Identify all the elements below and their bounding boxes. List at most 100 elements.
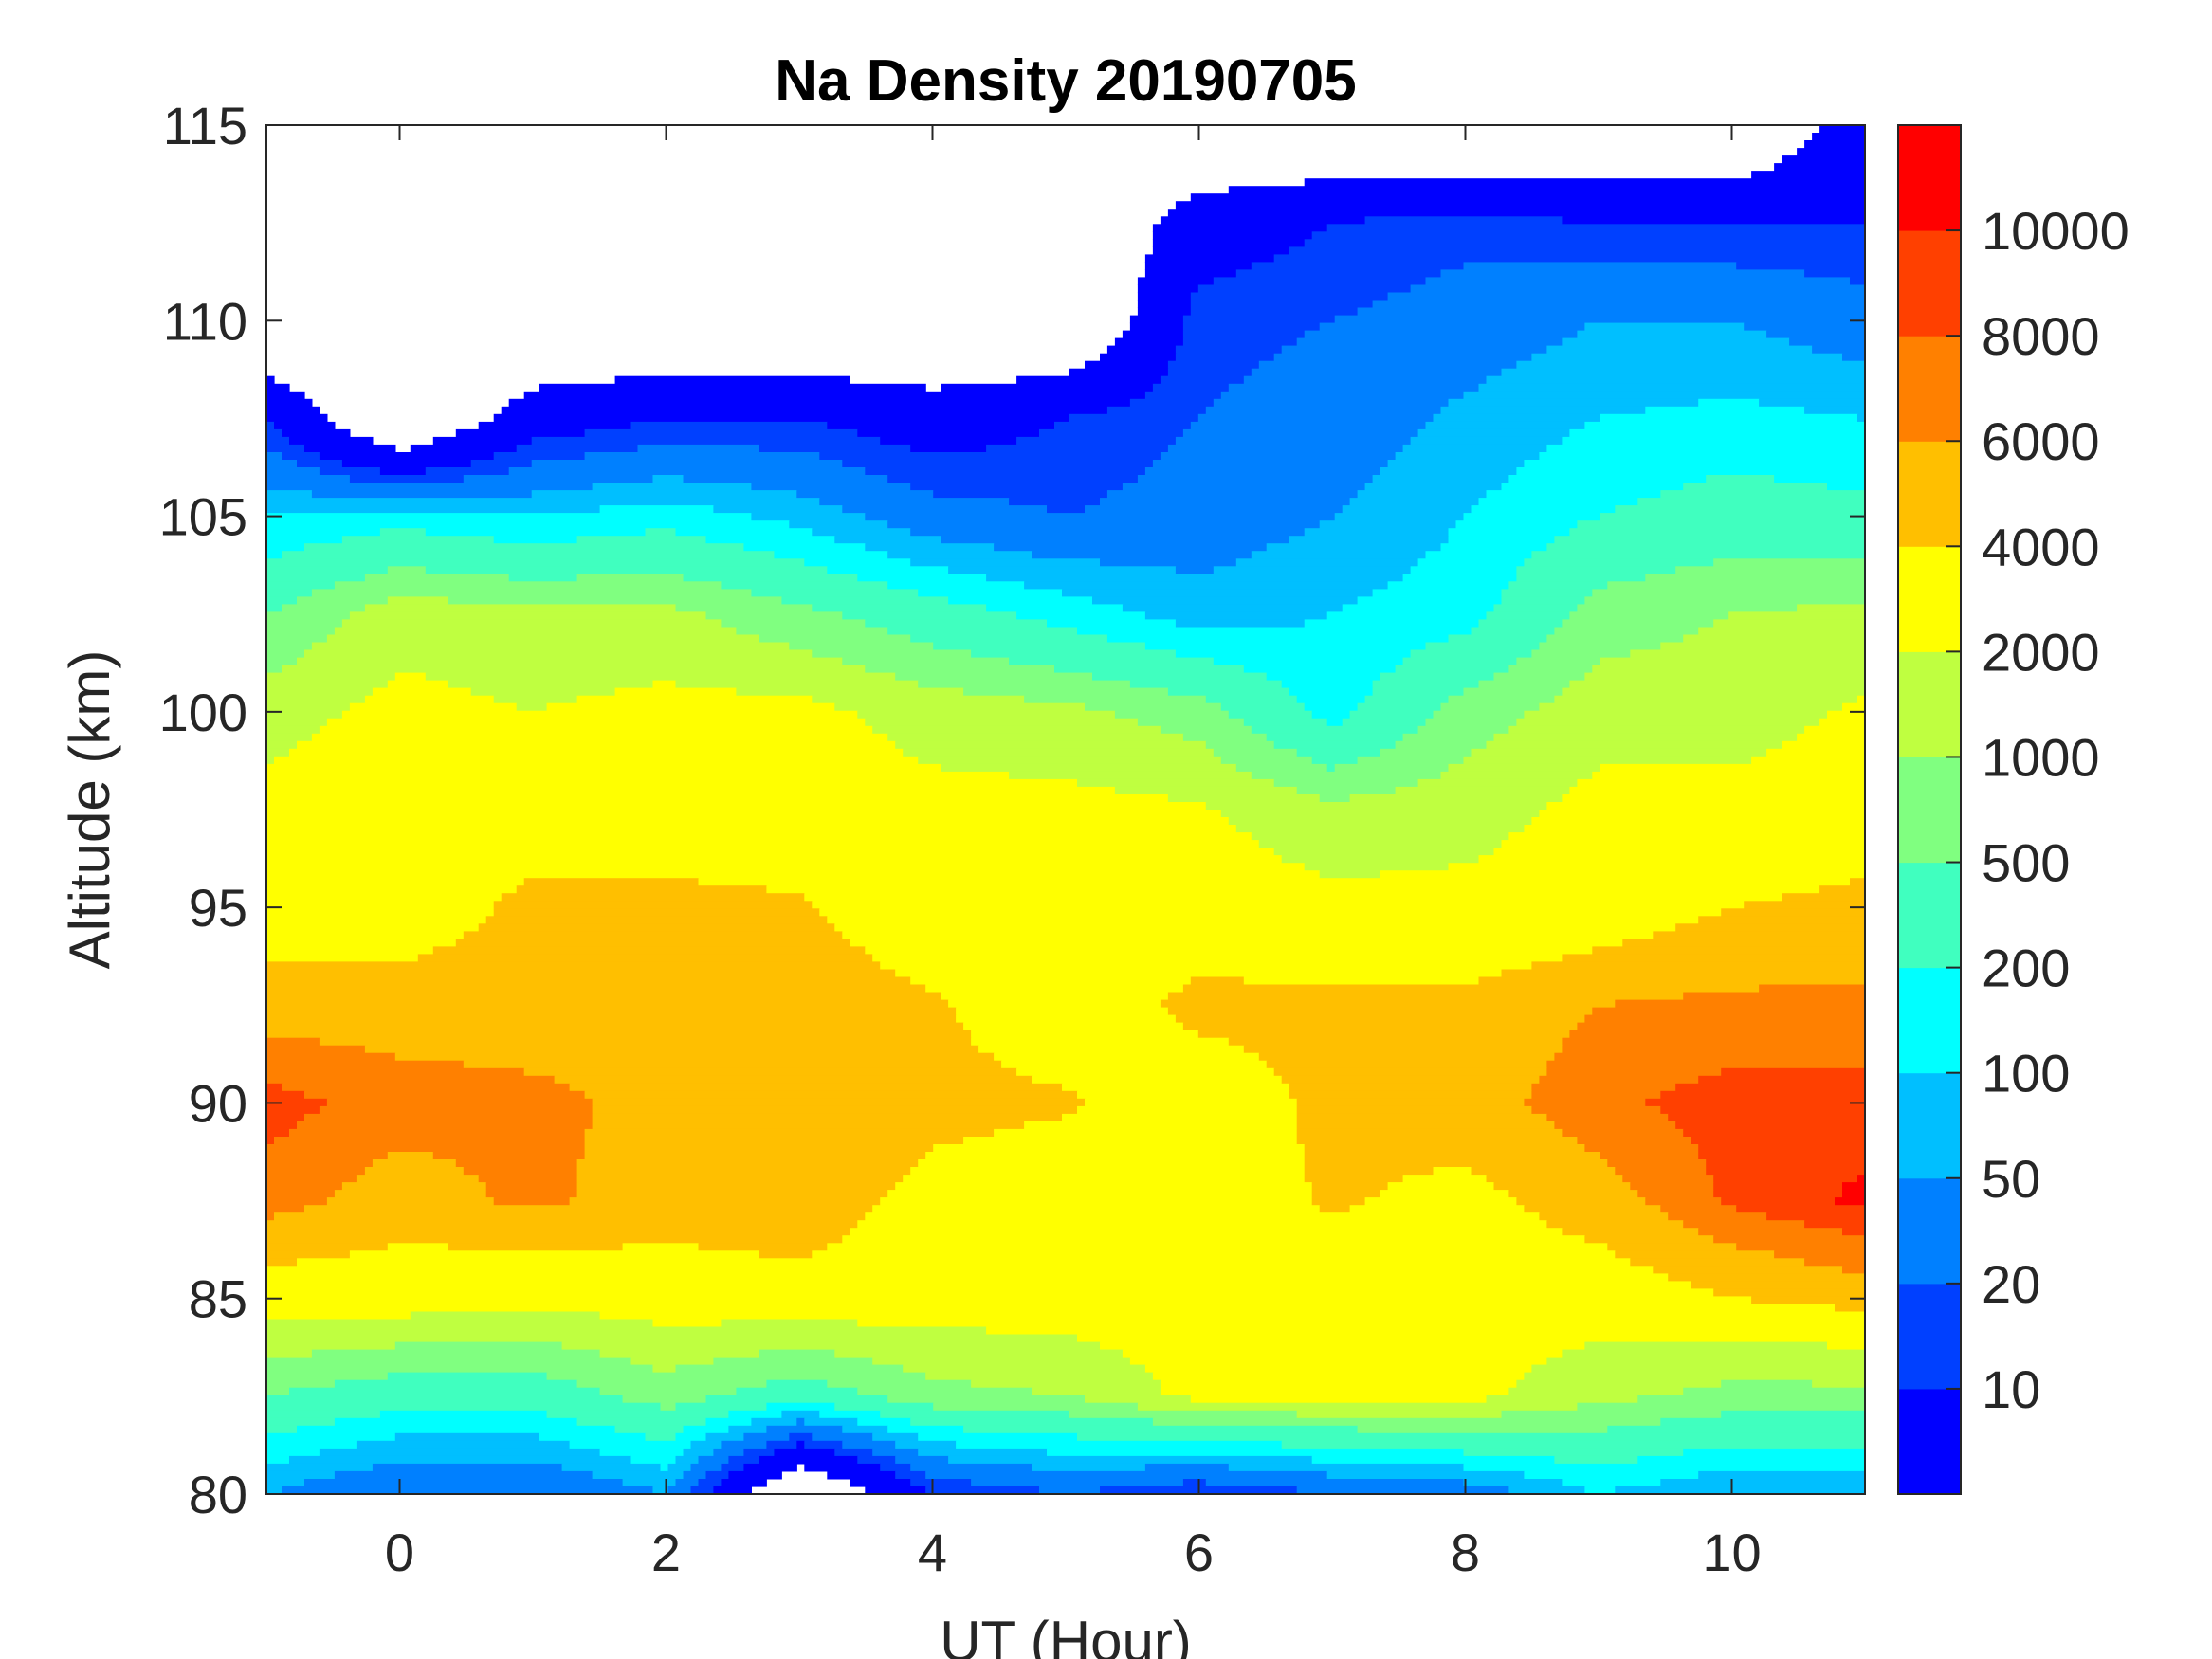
contour-band-cell xyxy=(1032,551,1252,559)
contour-band-cell xyxy=(1235,825,1525,833)
contour-band-cell xyxy=(1349,794,1563,803)
contour-band-cell xyxy=(857,1220,1547,1229)
contour-band-cell xyxy=(266,436,290,446)
contour-band-cell xyxy=(1273,1067,1547,1077)
x-tick-label: 4 xyxy=(918,1522,947,1582)
contour-band-cell xyxy=(963,687,1169,697)
contour-band-cell xyxy=(1577,778,1866,788)
contour-band-cell xyxy=(1569,428,1866,438)
contour-band-cell xyxy=(1349,498,1479,506)
contour-band-cell xyxy=(713,1486,752,1495)
contour-band-cell xyxy=(1100,1341,1585,1351)
contour-band-cell xyxy=(728,1425,767,1434)
contour-band-cell xyxy=(516,885,767,894)
contour-band-cell xyxy=(266,778,1078,788)
contour-band-cell xyxy=(630,1455,676,1465)
contour-band-cell xyxy=(1546,634,1684,644)
contour-band-cell xyxy=(1319,794,1351,803)
contour-band-cell xyxy=(1160,1387,1510,1396)
contour-band-cell xyxy=(971,1379,1161,1389)
contour-band-cell xyxy=(1069,413,1199,423)
contour-band-cell xyxy=(1827,483,1866,491)
contour-band-cell xyxy=(1577,1022,1866,1031)
contour-band-cell xyxy=(266,1387,290,1396)
contour-band-cell xyxy=(978,1045,1245,1054)
contour-band-cell xyxy=(266,1228,850,1236)
contour-band-cell xyxy=(1675,1121,1866,1130)
contour-band-cell xyxy=(1766,1212,1866,1221)
contour-band-cell xyxy=(1296,1128,1563,1138)
contour-band-cell xyxy=(282,1083,571,1092)
contour-band-cell xyxy=(1531,817,1866,826)
contour-band-cell xyxy=(1047,505,1086,514)
contour-band-cell xyxy=(319,725,873,735)
contour-band-cell xyxy=(1077,627,1472,636)
contour-band-cell xyxy=(266,428,283,438)
contour-band-cell xyxy=(910,444,987,453)
contour-band-cell xyxy=(1085,505,1344,514)
contour-band-cell xyxy=(622,1243,700,1251)
contour-band-cell xyxy=(266,817,1230,826)
contour-band-cell xyxy=(1486,375,1866,385)
contour-band-cell xyxy=(743,1448,775,1457)
contour-band-cell xyxy=(872,1432,919,1442)
contour-band-cell xyxy=(1615,1250,1775,1259)
contour-band-cell xyxy=(1531,1090,1661,1100)
contour-band-cell xyxy=(1182,733,1268,742)
contour-band-cell xyxy=(1615,1486,1866,1495)
contour-band-cell xyxy=(759,1250,813,1259)
contour-band-cell xyxy=(1417,725,1510,735)
contour-band-cell xyxy=(721,1319,858,1328)
contour-band-cell xyxy=(865,946,1593,955)
contour-band-cell xyxy=(1607,1159,1707,1168)
contour-band-cell xyxy=(925,1372,1154,1381)
contour-band-cell xyxy=(812,695,1025,704)
contour-band-cell xyxy=(425,672,896,682)
contour-band-cell xyxy=(1395,452,1540,461)
contour-band-cell xyxy=(1471,1167,1616,1176)
contour-band-cell xyxy=(834,536,941,544)
contour-band-cell xyxy=(266,604,283,612)
contour-band-cell xyxy=(266,848,1275,856)
contour-band-cell xyxy=(1357,490,1487,499)
contour-band-cell xyxy=(1175,1014,1585,1024)
contour-band-cell xyxy=(478,923,835,932)
contour-band-cell xyxy=(1531,1364,1866,1374)
contour-band-cell xyxy=(1584,672,1866,682)
contour-band-cell xyxy=(1410,566,1518,574)
contour-band-cell xyxy=(941,383,1154,392)
contour-band-cell xyxy=(1524,710,1828,720)
contour-band-cell xyxy=(478,421,631,430)
contour-band-cell xyxy=(918,1159,1306,1168)
contour-band-cell xyxy=(1197,1030,1570,1039)
contour-band-cell xyxy=(266,1288,1714,1297)
contour-band-cell xyxy=(1243,665,1397,674)
contour-band-cell xyxy=(1380,870,1866,879)
contour-band-cell xyxy=(1433,710,1525,720)
contour-band-cell xyxy=(1319,1205,1351,1213)
contour-band-cell xyxy=(1304,239,1866,247)
contour-band-cell xyxy=(1152,224,1328,232)
contour-band-cell xyxy=(266,916,487,924)
contour-band-cell xyxy=(1562,687,1866,697)
contour-band-cell xyxy=(1228,383,1480,392)
contour-band-cell xyxy=(736,1387,858,1396)
contour-band-cell xyxy=(387,566,427,574)
contour-band-cell xyxy=(334,1379,578,1389)
contour-band-cell xyxy=(266,1304,1836,1312)
contour-band-cell xyxy=(282,551,775,559)
contour-band-cell xyxy=(1721,1197,1836,1206)
contour-band-cell xyxy=(1296,748,1381,757)
contour-band-cell xyxy=(1175,353,1275,362)
contour-band-cell xyxy=(1713,1235,1866,1244)
contour-band-cell xyxy=(1152,246,1290,255)
contour-band-cell xyxy=(865,513,1336,521)
contour-band-cell xyxy=(1584,1486,1616,1495)
contour-band-cell xyxy=(675,604,813,612)
contour-band-cell xyxy=(592,1098,1086,1107)
contour-band-cell xyxy=(1440,702,1540,712)
contour-band-cell xyxy=(880,1197,1313,1206)
contour-band-cell xyxy=(1721,1410,1866,1419)
contour-band-cell xyxy=(1311,710,1351,720)
contour-band-cell xyxy=(266,1175,358,1183)
